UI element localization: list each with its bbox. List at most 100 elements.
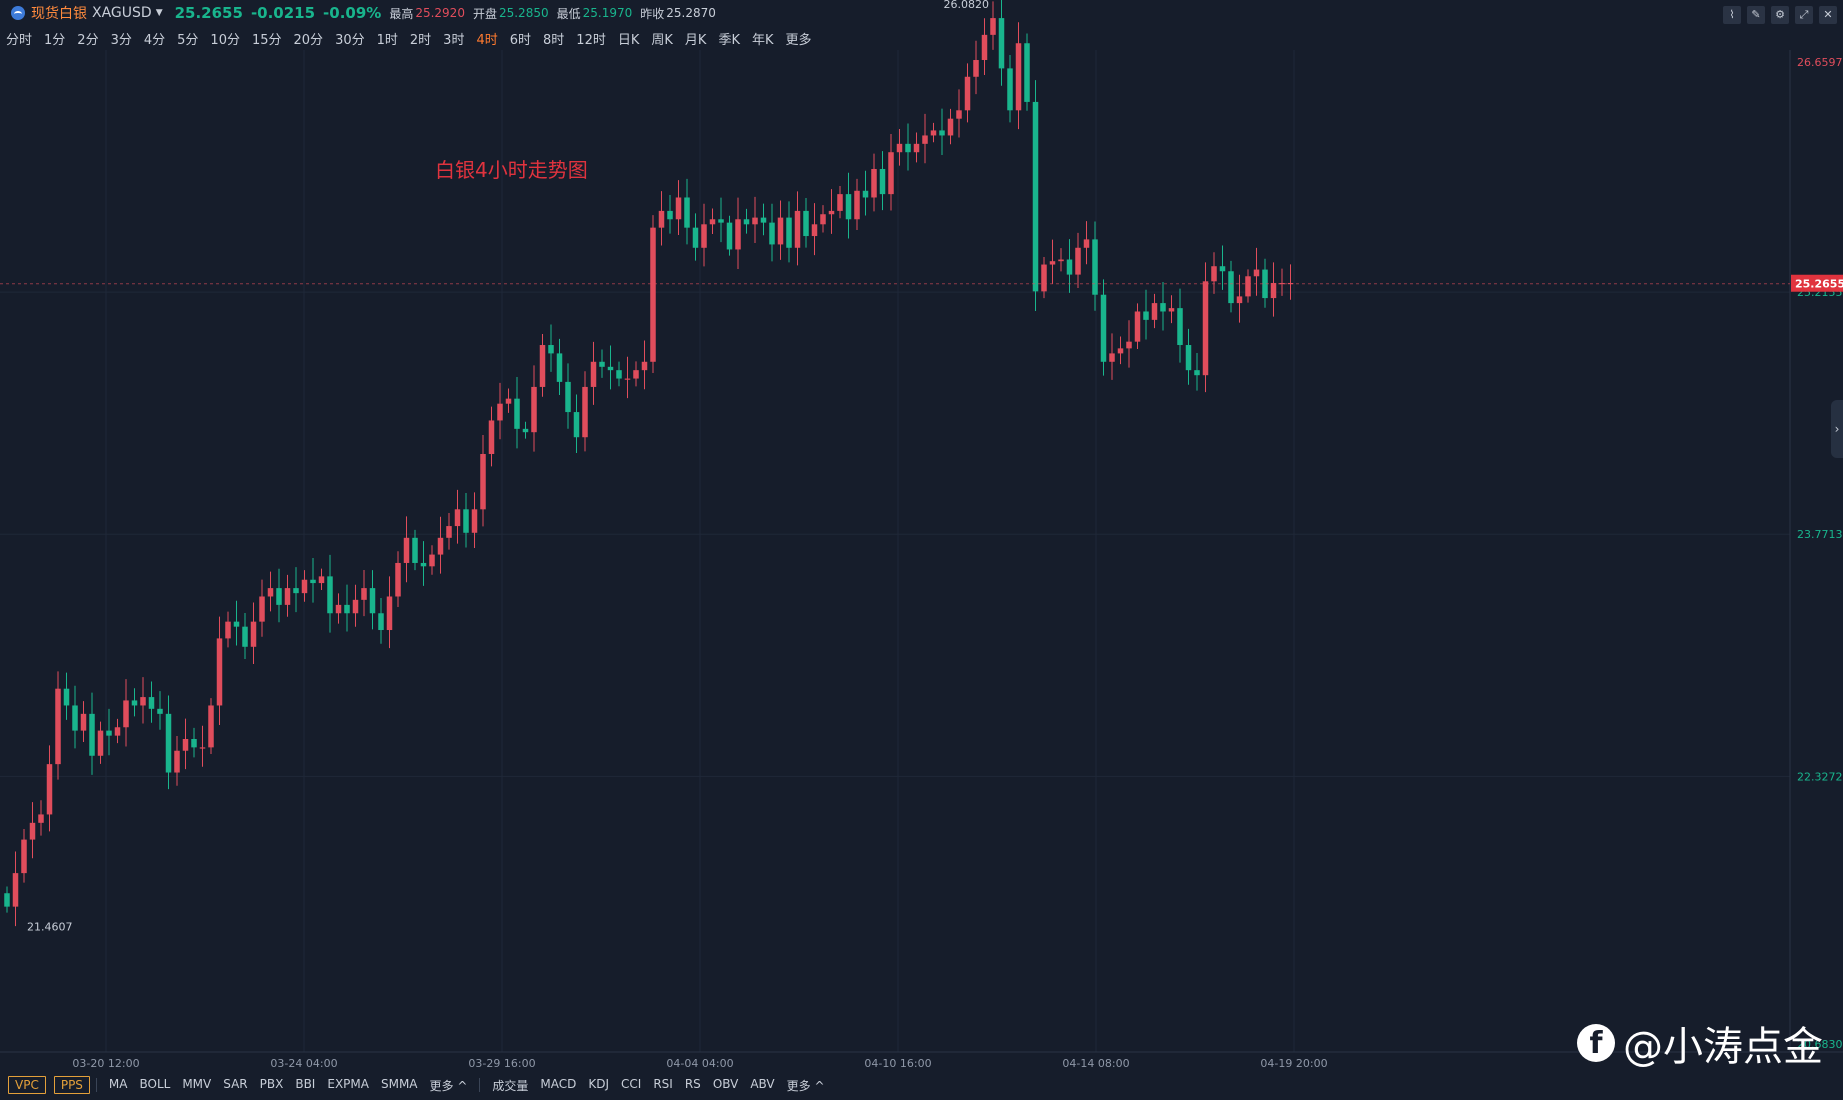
candle-body[interactable]	[446, 526, 452, 538]
candle-body[interactable]	[505, 398, 512, 404]
candle-body[interactable]	[4, 893, 10, 907]
candle-body[interactable]	[412, 537, 418, 563]
candle-body[interactable]	[692, 227, 699, 248]
candle-body[interactable]	[437, 537, 444, 555]
candle-body[interactable]	[1134, 311, 1141, 342]
candle-body[interactable]	[1015, 43, 1022, 111]
indicator-8[interactable]: 更多 ^	[786, 1078, 825, 1093]
candle-body[interactable]	[1202, 281, 1209, 376]
candle-body[interactable]	[233, 621, 240, 627]
candle-body[interactable]	[403, 537, 410, 563]
candle-body[interactable]	[735, 219, 741, 250]
candle-body[interactable]	[497, 403, 503, 421]
interval-11[interactable]: 2时	[409, 32, 432, 48]
indicator-4[interactable]: RSI	[653, 1076, 673, 1091]
main-tag-0[interactable]: VPC	[8, 1076, 46, 1094]
close-icon[interactable]: ✕	[1819, 6, 1837, 24]
overlay-4[interactable]: PBX	[259, 1076, 284, 1091]
draw-icon[interactable]: ✎	[1747, 6, 1765, 24]
candle-body[interactable]	[905, 143, 911, 153]
candle-body[interactable]	[1160, 303, 1166, 312]
candle-body[interactable]	[828, 210, 835, 215]
indicator-6[interactable]: OBV	[712, 1076, 739, 1091]
candle-body[interactable]	[1066, 259, 1073, 275]
candle-body[interactable]	[845, 194, 852, 220]
candle-body[interactable]	[879, 168, 886, 195]
interval-0[interactable]: 分时	[6, 32, 33, 48]
candle-body[interactable]	[752, 217, 758, 225]
candle-body[interactable]	[293, 588, 299, 594]
candle-body[interactable]	[165, 713, 172, 773]
panel-toggle-icon[interactable]: ›	[1831, 400, 1843, 458]
candle-body[interactable]	[157, 708, 163, 714]
candle-body[interactable]	[488, 420, 495, 454]
candle-body[interactable]	[1168, 308, 1175, 312]
candle-body[interactable]	[463, 509, 469, 533]
interval-17[interactable]: 日K	[617, 32, 640, 48]
candle-body[interactable]	[896, 143, 903, 153]
candle-body[interactable]	[718, 219, 724, 223]
expand-icon[interactable]: ⤢	[1795, 6, 1813, 24]
candle-body[interactable]	[1151, 303, 1158, 320]
interval-18[interactable]: 周K	[651, 32, 673, 48]
candle-body[interactable]	[106, 730, 112, 736]
candle-body[interactable]	[12, 873, 19, 907]
candle-body[interactable]	[514, 398, 520, 429]
candle-body[interactable]	[726, 222, 733, 250]
candle-body[interactable]	[743, 219, 750, 225]
candle-body[interactable]	[616, 370, 622, 379]
candle-body[interactable]	[675, 197, 682, 220]
candle-body[interactable]	[454, 509, 461, 527]
candle-body[interactable]	[786, 217, 792, 248]
candle-body[interactable]	[888, 152, 894, 195]
candle-body[interactable]	[777, 217, 784, 245]
candle-body[interactable]	[854, 190, 860, 220]
overlay-0[interactable]: MA	[108, 1076, 128, 1091]
candle-body[interactable]	[760, 217, 767, 223]
candle-body[interactable]	[80, 713, 87, 731]
candle-body[interactable]	[97, 730, 104, 756]
candle-body[interactable]	[947, 118, 954, 136]
candle-body[interactable]	[641, 361, 648, 371]
candle-body[interactable]	[46, 764, 53, 815]
candle-body[interactable]	[1041, 264, 1047, 292]
candle-body[interactable]	[794, 210, 801, 248]
overlay-6[interactable]: EXPMA	[327, 1076, 369, 1091]
candle-body[interactable]	[284, 588, 291, 605]
candle-body[interactable]	[522, 428, 529, 433]
candle-body[interactable]	[1100, 294, 1107, 362]
candle-body[interactable]	[89, 713, 95, 756]
candle-body[interactable]	[913, 143, 920, 153]
candle-body[interactable]	[1126, 341, 1132, 349]
candle-body[interactable]	[191, 738, 197, 748]
indicator-3[interactable]: CCI	[621, 1076, 642, 1091]
candle-body[interactable]	[276, 588, 282, 605]
interval-15[interactable]: 8时	[543, 32, 565, 48]
chart-type-icon[interactable]: ⌇	[1723, 6, 1741, 24]
candle-body[interactable]	[548, 345, 554, 354]
candle-body[interactable]	[1177, 308, 1183, 346]
candle-body[interactable]	[1279, 282, 1285, 285]
interval-2[interactable]: 2分	[77, 32, 99, 48]
candle-body[interactable]	[216, 638, 223, 706]
indicator-7[interactable]: ABV	[750, 1076, 775, 1091]
candle-body[interactable]	[395, 562, 401, 597]
candle-body[interactable]	[114, 727, 121, 736]
candle-body[interactable]	[318, 576, 325, 584]
candle-body[interactable]	[701, 224, 707, 248]
candle-body[interactable]	[1032, 101, 1039, 292]
candle-body[interactable]	[1262, 269, 1268, 299]
candle-body[interactable]	[837, 194, 843, 211]
candle-body[interactable]	[429, 554, 435, 567]
candle-body[interactable]	[1083, 239, 1090, 248]
candle-body[interactable]	[123, 700, 129, 728]
candle-body[interactable]	[964, 76, 971, 111]
candle-body[interactable]	[131, 700, 138, 706]
candle-body[interactable]	[140, 697, 146, 706]
interval-20[interactable]: 季K	[718, 32, 740, 48]
interval-1[interactable]: 1分	[44, 32, 66, 48]
candle-body[interactable]	[939, 130, 945, 136]
candle-body[interactable]	[225, 621, 231, 639]
candle-body[interactable]	[72, 705, 78, 731]
